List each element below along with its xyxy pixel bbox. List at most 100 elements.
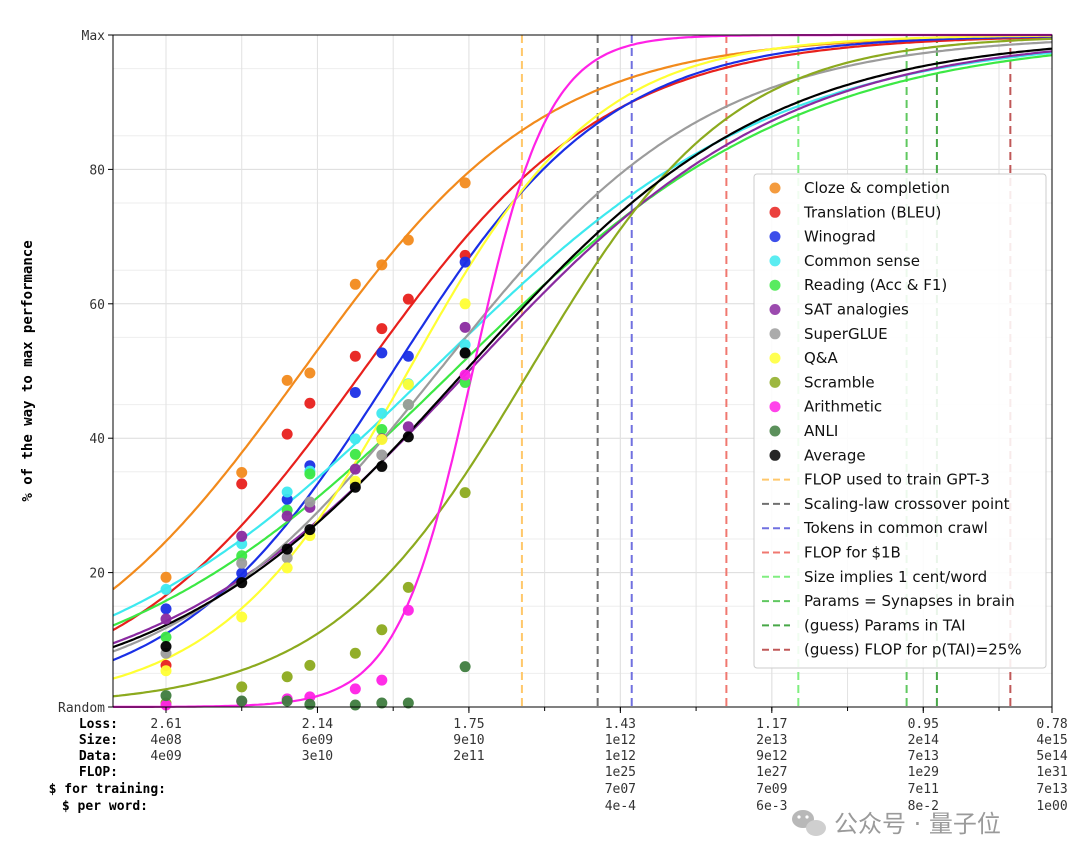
table-value-loss: 1.43 (605, 717, 636, 732)
legend-marker-cloze-completion (769, 182, 781, 194)
point-anli (349, 699, 361, 711)
point-scramble (236, 681, 248, 693)
point-winograd (160, 603, 172, 615)
data-points (160, 177, 471, 711)
point-superglue (304, 496, 316, 508)
point-average (402, 431, 414, 443)
point-cloze-completion (236, 466, 248, 478)
point-anli (236, 695, 248, 707)
point-reading-acc-f1 (304, 468, 316, 480)
fitted-curves (112, 33, 1053, 708)
y-tick-label: Random (58, 701, 105, 716)
point-translation-bleu (376, 323, 388, 335)
point-superglue (281, 552, 293, 564)
table-value-size: 4e15 (1036, 733, 1067, 748)
legend-label: Tokens in common crawl (803, 519, 988, 537)
y-tick-label: 60 (89, 298, 105, 313)
table-value-flop: 1e31 (1036, 765, 1067, 780)
point-cloze-completion (281, 374, 293, 386)
y-tick-label: 40 (89, 432, 105, 447)
table-value-loss: 1.75 (453, 717, 484, 732)
row-label: Data: (79, 749, 118, 764)
x-axis-table: Loss:Size:Data:FLOP: $ for training: $ per… (49, 717, 1068, 814)
point-reading-acc-f1 (160, 631, 172, 643)
table-value-size: 9e10 (453, 733, 484, 748)
curve-q-a (112, 34, 1053, 680)
table-value-data: 3e10 (302, 749, 333, 764)
table-value-data: 1e12 (605, 749, 636, 764)
point-winograd (376, 347, 388, 359)
table-value-flop: 1e29 (908, 765, 939, 780)
point-reading-acc-f1 (349, 448, 361, 460)
point-scramble (281, 671, 293, 683)
table-value-loss: 0.78 (1036, 717, 1067, 732)
point-winograd (236, 567, 248, 579)
point-common-sense (160, 583, 172, 595)
table-value-size: 2e14 (908, 733, 939, 748)
legend-label: Cloze & completion (804, 179, 950, 197)
point-common-sense (376, 407, 388, 419)
point-average (459, 347, 471, 359)
point-q-a (402, 378, 414, 390)
table-value-loss: 2.14 (302, 717, 333, 732)
point-sat-analogies (160, 613, 172, 625)
point-cloze-completion (349, 278, 361, 290)
legend-marker-winograd (769, 231, 781, 243)
table-value-loss: 0.95 (908, 717, 939, 732)
table-value-size: 6e09 (302, 733, 333, 748)
curve-scramble (112, 37, 1053, 698)
point-sat-analogies (236, 530, 248, 542)
legend-label: SuperGLUE (804, 325, 888, 343)
point-anli (160, 690, 172, 702)
point-translation-bleu (402, 293, 414, 305)
legend-label: FLOP for $1B (804, 544, 901, 562)
y-tick-label: 80 (89, 163, 105, 178)
legend-label: SAT analogies (804, 301, 909, 319)
table-value-data: 5e14 (1036, 749, 1067, 764)
point-winograd (349, 387, 361, 399)
y-axis-ticks: Random 20 40 60 80 Max (58, 29, 113, 716)
curve-cloze-completion (112, 35, 1053, 591)
point-anli (376, 697, 388, 709)
plot-frame (112, 34, 1053, 708)
legend-box (753, 173, 1047, 669)
table-value-dollars: 7e11 (908, 782, 939, 797)
point-translation-bleu (304, 397, 316, 409)
curve-superglue (112, 41, 1053, 653)
legend-label: Average (804, 446, 866, 464)
legend-label: Q&A (804, 349, 839, 367)
legend-label: Translation (BLEU) (803, 203, 941, 221)
point-scramble (459, 487, 471, 499)
legend-marker-reading-acc-f1 (769, 279, 781, 291)
point-cloze-completion (402, 234, 414, 246)
curve-average (112, 47, 1053, 649)
point-cloze-completion (160, 571, 172, 583)
wechat-icon (792, 810, 826, 836)
point-average (376, 460, 388, 472)
row-label: FLOP: (79, 765, 118, 780)
watermark-text: 公众号 · 量子位 (834, 810, 1001, 838)
legend-label: Common sense (804, 252, 920, 270)
watermark: 公众号 · 量子位 (792, 810, 1001, 838)
point-scramble (376, 624, 388, 636)
point-sat-analogies (459, 321, 471, 333)
table-value-dollars: 7e07 (605, 782, 636, 797)
point-anli (281, 695, 293, 707)
row-label: Loss: (79, 717, 118, 732)
row-label: $ for training: (49, 782, 166, 797)
table-value-data: 4e09 (150, 749, 181, 764)
point-average (304, 524, 316, 536)
point-superglue (402, 399, 414, 411)
point-cloze-completion (376, 259, 388, 271)
legend-marker-q-a (769, 352, 781, 364)
point-cloze-completion (459, 177, 471, 189)
point-anli (402, 697, 414, 709)
table-value-data: 7e13 (908, 749, 939, 764)
table-value-size: 4e08 (150, 733, 181, 748)
table-value-dollars: 7e09 (756, 782, 787, 797)
legend-marker-arithmetic (769, 401, 781, 413)
point-arithmetic (376, 674, 388, 686)
y-tick-label: 20 (89, 567, 105, 582)
legend-label: (guess) FLOP for p(TAI)=25% (804, 641, 1022, 659)
